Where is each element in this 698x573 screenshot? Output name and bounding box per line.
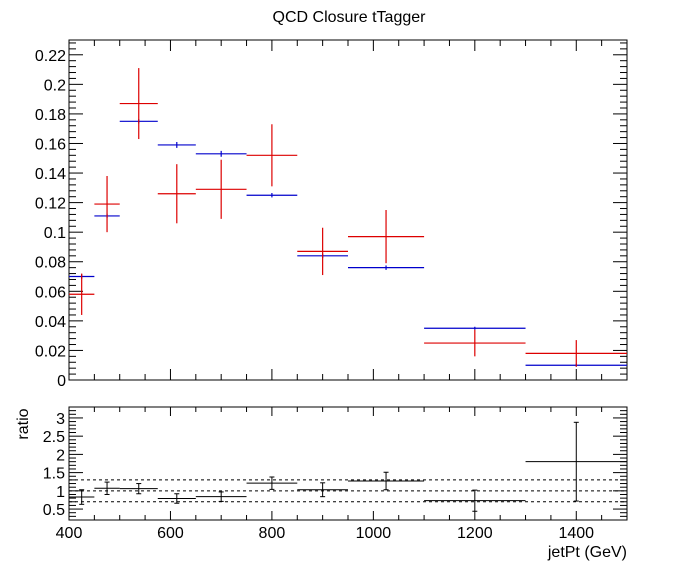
top-series-1-point	[157, 164, 196, 224]
ratio-point	[297, 482, 348, 498]
ratio-point	[246, 476, 298, 490]
ratio-y-tick-labels: 0.511.5 22.53	[43, 411, 65, 519]
ratio-panel: 0.511.5 22.53 400 600 800 1000 1200 1400	[43, 406, 628, 542]
top-y-tick-label: 0.08	[35, 255, 66, 272]
chart-title: QCD Closure tTagger	[273, 9, 427, 26]
top-series-1-point	[348, 210, 425, 264]
top-series-markers	[69, 68, 627, 367]
top-y-tick-label: 0.02	[35, 343, 66, 360]
ratio-point	[119, 483, 158, 495]
top-series-0-point	[246, 193, 298, 198]
top-y-tick-label: 0	[57, 373, 66, 390]
top-y-tick-label: 0.18	[35, 107, 66, 124]
ratio-y-tick-label: 1	[56, 484, 65, 501]
x-tick-label: 1400	[558, 525, 594, 542]
ratio-point	[69, 489, 95, 505]
ratio-tick-marks	[68, 406, 628, 520]
top-series-1-point	[195, 159, 247, 219]
ratio-y-tick-label: 0.5	[43, 502, 65, 519]
top-y-tick-label: 0.14	[35, 166, 66, 183]
top-series-0-point	[424, 326, 526, 330]
ratio-y-tick-label: 3	[56, 411, 65, 428]
top-series-0-point	[157, 142, 196, 148]
top-series-1-point	[69, 273, 95, 315]
top-y-tick-labels: 0 0.02 0.04 0.06 0.08 0.1 0.12 0.14 0.16 0.18 0.2 0…	[35, 48, 66, 390]
ratio-point	[157, 493, 196, 504]
top-series-0-point	[195, 150, 247, 157]
top-y-tick-label: 0.22	[35, 48, 66, 65]
x-tick-label: 400	[56, 525, 83, 542]
top-series-0-point	[348, 265, 425, 270]
x-tick-label: 1200	[457, 525, 493, 542]
top-y-tick-label: 0.1	[44, 225, 66, 242]
ratio-point	[424, 489, 526, 512]
ratio-y-tick-label: 2	[56, 447, 65, 464]
x-tick-label: 600	[157, 525, 184, 542]
top-y-tick-label: 0.04	[35, 314, 66, 331]
top-series-1-point	[297, 227, 348, 276]
x-tick-label: 1000	[356, 525, 392, 542]
top-series-1-point	[119, 68, 158, 140]
top-y-tick-label: 0.12	[35, 196, 66, 213]
top-panel: 0 0.02 0.04 0.06 0.08 0.1 0.12 0.14 0.16 0.18 0.2 0…	[35, 39, 628, 390]
ratio-y-axis-label: ratio	[15, 408, 32, 439]
top-series-1-point	[246, 124, 298, 187]
top-series-1-point	[525, 340, 627, 367]
top-series-1-point	[94, 176, 120, 233]
ratio-point	[525, 421, 627, 502]
ratio-point	[195, 491, 247, 502]
ratio-y-tick-label: 1.5	[43, 466, 65, 483]
top-series-1-point	[424, 329, 526, 357]
ratio-reference-lines	[69, 479, 627, 503]
x-tick-label: 800	[259, 525, 286, 542]
x-axis-label: jetPt (GeV)	[547, 544, 627, 561]
top-y-tick-label: 0.16	[35, 136, 66, 153]
top-y-tick-label: 0.06	[35, 284, 66, 301]
x-tick-labels: 400 600 800 1000 1200 1400	[56, 525, 595, 542]
ratio-point	[348, 471, 425, 491]
ratio-y-tick-label: 2.5	[43, 429, 65, 446]
ratio-point	[94, 481, 120, 495]
top-y-tick-label: 0.2	[44, 77, 66, 94]
top-tick-marks	[68, 40, 628, 381]
ratio-series-markers	[69, 421, 627, 512]
